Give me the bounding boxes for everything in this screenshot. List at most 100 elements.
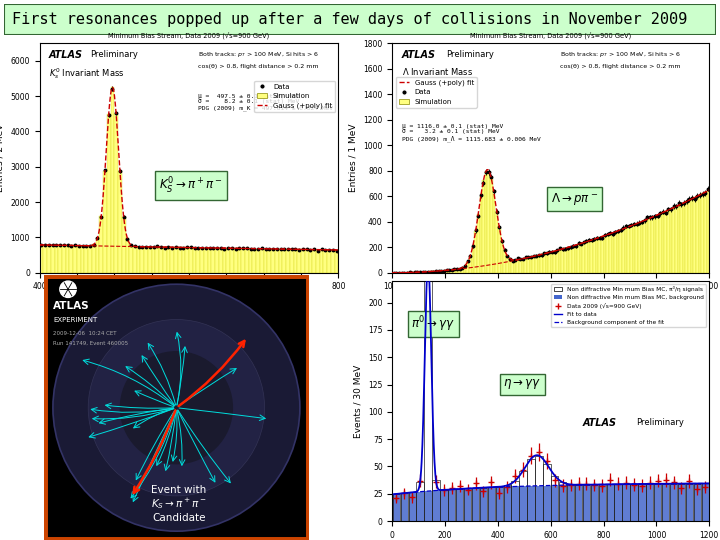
Bar xyxy=(551,485,559,521)
Text: Both tracks: $p_T$ > 100 MeV, Si hits > 6: Both tracks: $p_T$ > 100 MeV, Si hits > … xyxy=(198,50,319,59)
Text: Candidate: Candidate xyxy=(152,513,206,523)
Bar xyxy=(685,201,688,273)
Bar xyxy=(43,245,47,273)
Bar xyxy=(215,248,219,273)
Circle shape xyxy=(53,284,300,531)
Bar xyxy=(543,464,551,521)
Bar xyxy=(696,196,698,273)
Bar xyxy=(469,255,472,273)
Bar xyxy=(495,487,503,521)
Bar xyxy=(701,483,709,521)
Bar xyxy=(683,202,685,273)
Bar xyxy=(590,484,598,521)
Bar xyxy=(256,249,260,273)
Bar xyxy=(480,488,487,521)
Bar xyxy=(159,247,163,273)
Bar xyxy=(693,483,701,521)
Bar xyxy=(662,484,670,521)
Bar xyxy=(670,484,678,521)
Bar xyxy=(241,248,245,273)
Bar xyxy=(453,269,456,273)
Bar xyxy=(408,492,416,521)
Bar xyxy=(590,484,598,521)
Bar xyxy=(514,260,516,273)
Bar xyxy=(701,483,709,521)
Text: $K^0_s$ Invariant Mass: $K^0_s$ Invariant Mass xyxy=(48,66,124,81)
Bar xyxy=(519,470,527,521)
Bar xyxy=(448,489,456,521)
Bar xyxy=(437,271,440,273)
Bar xyxy=(625,228,627,273)
Bar xyxy=(646,484,654,521)
Bar xyxy=(482,180,485,273)
Bar xyxy=(485,171,487,273)
Bar xyxy=(617,231,619,273)
Bar xyxy=(527,459,535,521)
Bar xyxy=(156,247,159,273)
Bar xyxy=(133,246,137,273)
Bar xyxy=(651,217,654,273)
Circle shape xyxy=(89,320,265,496)
Bar xyxy=(662,212,665,273)
Bar xyxy=(103,171,107,273)
Bar xyxy=(577,244,580,273)
Bar xyxy=(448,270,451,273)
Bar xyxy=(316,249,320,273)
Bar xyxy=(643,220,646,273)
Bar xyxy=(408,492,416,521)
Text: Minimum Bias Stream, Data 2009 (√s=900 GeV): Minimum Bias Stream, Data 2009 (√s=900 G… xyxy=(109,32,269,40)
Bar xyxy=(111,87,114,273)
Bar xyxy=(477,214,480,273)
Bar xyxy=(678,484,685,521)
Bar xyxy=(622,484,630,521)
Bar xyxy=(595,238,598,273)
Bar xyxy=(125,238,130,273)
Text: Preliminary: Preliminary xyxy=(636,418,684,427)
Bar xyxy=(294,249,297,273)
Bar xyxy=(562,249,564,273)
Bar xyxy=(590,240,593,273)
Bar xyxy=(630,484,638,521)
Bar xyxy=(55,245,58,273)
Bar xyxy=(312,249,316,273)
Bar xyxy=(670,209,672,273)
Bar xyxy=(675,206,678,273)
Bar xyxy=(467,262,469,273)
Bar xyxy=(73,246,77,273)
Bar xyxy=(118,171,122,273)
Bar xyxy=(567,484,575,521)
Bar xyxy=(622,229,625,273)
Bar xyxy=(148,247,152,273)
Bar xyxy=(451,270,453,273)
Bar xyxy=(685,483,693,521)
Bar xyxy=(662,484,670,521)
Bar xyxy=(678,484,685,521)
Bar xyxy=(492,194,495,273)
Bar xyxy=(152,247,156,273)
Bar xyxy=(606,484,614,521)
Bar xyxy=(464,266,467,273)
Bar xyxy=(495,487,503,521)
Bar xyxy=(667,210,670,273)
Bar xyxy=(519,259,522,273)
Bar xyxy=(500,241,503,273)
Bar xyxy=(567,247,570,273)
Bar xyxy=(424,272,427,273)
Bar xyxy=(654,484,662,521)
Bar xyxy=(174,247,178,273)
Bar xyxy=(290,249,294,273)
Bar xyxy=(535,456,543,521)
Bar xyxy=(279,249,282,273)
Bar xyxy=(511,260,514,273)
Bar xyxy=(77,246,81,273)
Bar xyxy=(84,246,88,273)
Bar xyxy=(440,490,448,521)
Bar xyxy=(435,271,437,273)
Bar xyxy=(200,248,204,273)
Bar xyxy=(88,246,92,273)
Bar xyxy=(400,493,408,521)
Bar xyxy=(464,489,472,521)
Bar xyxy=(66,245,69,273)
Bar xyxy=(424,262,432,521)
Bar xyxy=(92,245,96,273)
